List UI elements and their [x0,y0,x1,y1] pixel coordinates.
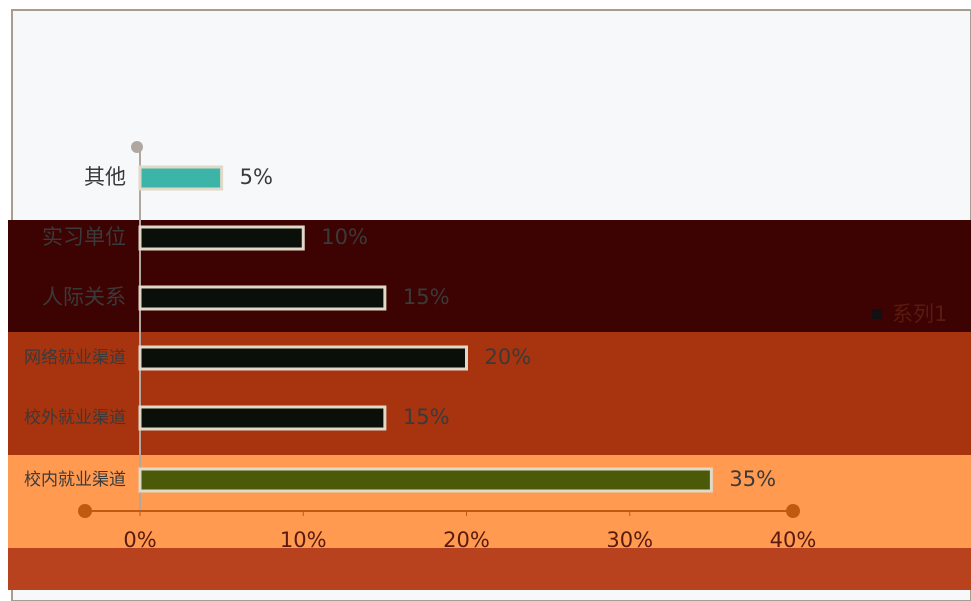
bar [138,225,305,251]
y-tick-label: 其他 [84,165,126,189]
data-label: 10% [321,225,368,249]
y-tick-label: 网络就业渠道 [24,348,126,368]
bar [138,405,387,431]
bar [138,467,713,493]
x-tick-label: 20% [443,528,490,552]
legend-swatch [872,309,882,319]
bar [138,285,387,311]
data-label: 20% [485,345,532,369]
bar [138,165,224,191]
data-label: 35% [729,467,776,491]
x-tick-label: 40% [770,528,817,552]
data-label: 15% [403,405,450,429]
bar [138,345,468,371]
data-label: 15% [403,285,450,309]
x-tick-label: 0% [123,528,156,552]
axis-end [78,504,92,518]
data-label: 5% [240,165,273,189]
band [8,548,971,590]
y-tick-label: 校内就业渠道 [24,470,126,490]
y-tick-label: 实习单位 [42,225,126,249]
y-tick-label: 人际关系 [42,285,126,309]
axis-end [131,141,143,153]
x-tick-label: 30% [606,528,653,552]
y-tick-label: 校外就业渠道 [24,408,126,428]
legend-label: 系列1 [892,302,947,326]
x-tick-label: 10% [280,528,327,552]
